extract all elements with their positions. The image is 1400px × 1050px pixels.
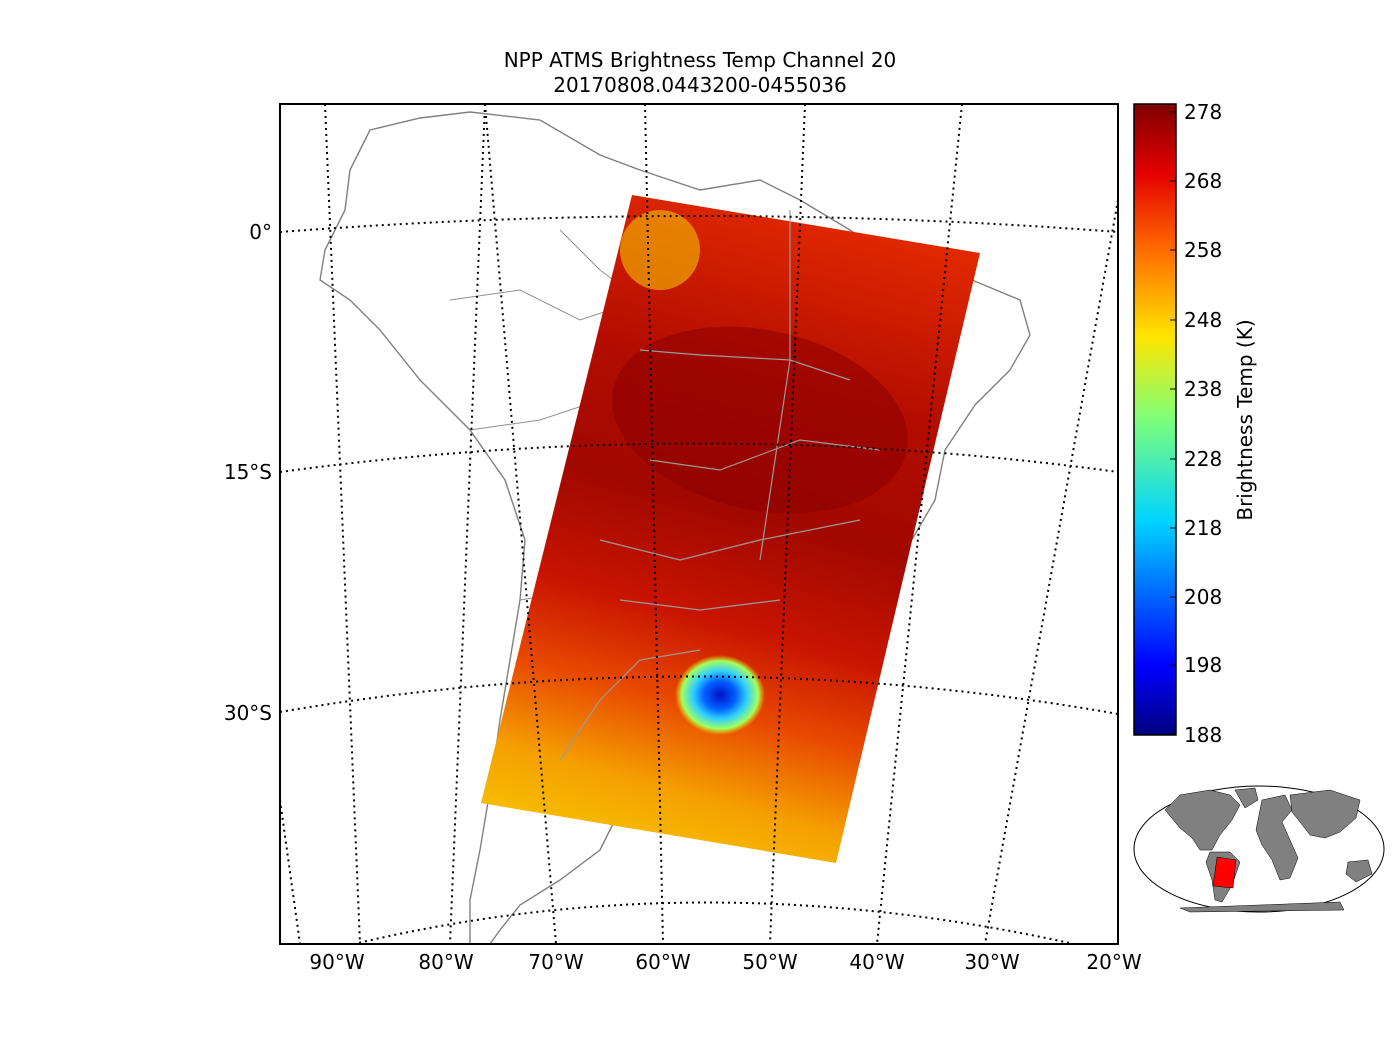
colorbar-tick-258: 258 [1184, 238, 1222, 262]
inset-north-america [1164, 789, 1241, 851]
lon-label-40w: 40°W [849, 950, 904, 974]
lon-label-90w: 90°W [309, 950, 364, 974]
gridline-lon-90w [324, 104, 361, 944]
map-subtitle: 20170808.0443200-0455036 [553, 73, 847, 97]
inset-asia [1289, 789, 1361, 839]
inset-greenland [1234, 787, 1259, 809]
colorbar [1133, 103, 1177, 736]
gridline-lon-60w [644, 104, 664, 944]
gridline-lon-80w [449, 104, 486, 944]
lon-label-70w: 70°W [528, 950, 583, 974]
colorbar-tick-198: 198 [1184, 653, 1222, 677]
lat-label-30s: 30°S [224, 701, 272, 725]
gridline-lat-45s [350, 901, 1079, 944]
map-area [280, 104, 1118, 944]
inset-world-map [1133, 785, 1385, 913]
gridline-lon-30w [984, 199, 1118, 944]
colorbar-tick-248: 248 [1184, 308, 1222, 332]
lon-label-80w: 80°W [418, 950, 473, 974]
inset-africa-europe [1255, 794, 1299, 881]
colorbar-tick-268: 268 [1184, 169, 1222, 193]
lon-label-30w: 30°W [964, 950, 1019, 974]
colorbar-tick-228: 228 [1184, 447, 1222, 471]
cold-cloud [675, 655, 765, 735]
gridline-lon-50w [769, 104, 806, 944]
gridline-lon-100w [280, 799, 301, 944]
colorbar-ticks [1170, 111, 1176, 735]
yellow-patch [620, 210, 700, 290]
lat-label-15s: 15°S [224, 460, 272, 484]
colorbar-tick-208: 208 [1184, 585, 1222, 609]
gridline-lon-40w [876, 104, 963, 944]
inset-antarctica [1179, 901, 1345, 913]
gridline-lat-15s [280, 442, 1118, 473]
swath [481, 195, 980, 863]
lon-label-60w: 60°W [635, 950, 690, 974]
colorbar-tick-218: 218 [1184, 516, 1222, 540]
colorbar-label: Brightness Temp (K) [1233, 319, 1257, 520]
map-title: NPP ATMS Brightness Temp Channel 20 [503, 48, 897, 72]
colorbar-tick-238: 238 [1184, 377, 1222, 401]
colorbar-tick-188: 188 [1184, 723, 1222, 747]
gridline-lon-70w [484, 104, 557, 944]
lat-label-0: 0° [249, 220, 272, 244]
swath-borders [559, 210, 881, 761]
inset-swath-highlight [1212, 856, 1237, 889]
inset-australia [1345, 859, 1373, 883]
warm-core [612, 326, 908, 514]
gridline-lat-30s [280, 675, 1118, 715]
gridline-lat-0 [280, 215, 1118, 233]
map-frame [279, 103, 1119, 945]
lon-label-50w: 50°W [742, 950, 797, 974]
lon-label-20w: 20°W [1086, 950, 1141, 974]
colorbar-tick-278: 278 [1184, 100, 1222, 124]
